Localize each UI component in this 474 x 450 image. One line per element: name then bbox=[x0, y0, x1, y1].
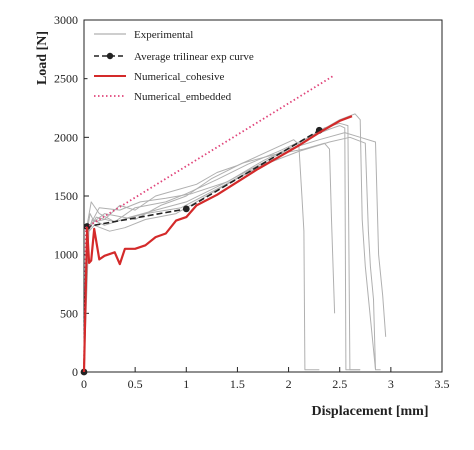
y-tick-label: 2000 bbox=[54, 130, 78, 144]
y-tick-label: 1000 bbox=[54, 248, 78, 262]
y-tick-label: 2500 bbox=[54, 72, 78, 86]
x-tick-label: 0.5 bbox=[128, 377, 143, 391]
x-tick-label: 1.5 bbox=[230, 377, 245, 391]
average-trilinear-series bbox=[80, 126, 323, 376]
y-axis-label: Load [N] bbox=[35, 31, 50, 85]
x-tick-label: 2 bbox=[286, 377, 292, 391]
x-tick-label: 3 bbox=[388, 377, 394, 391]
y-tick-label: 1500 bbox=[54, 189, 78, 203]
x-tick-label: 0 bbox=[81, 377, 87, 391]
y-tick-label: 0 bbox=[72, 365, 78, 379]
experimental-curve bbox=[83, 132, 387, 373]
y-tick-label: 500 bbox=[60, 306, 78, 320]
x-axis-label: Displacement [mm] bbox=[311, 404, 428, 419]
x-tick-label: 3.5 bbox=[435, 377, 450, 391]
legend-box bbox=[87, 23, 269, 107]
y-tick-label: 3000 bbox=[54, 13, 78, 27]
numerical-cohesive-series bbox=[82, 115, 353, 373]
legend-label-cohesive: Numerical_cohesive bbox=[134, 71, 225, 83]
experimental-curve bbox=[83, 125, 361, 373]
average-trilinear-point bbox=[182, 205, 190, 213]
average-trilinear-line bbox=[83, 129, 320, 373]
x-tick-label: 2.5 bbox=[332, 377, 347, 391]
average-trilinear-point bbox=[83, 223, 91, 230]
x-tick-label: 1 bbox=[183, 377, 189, 391]
legend-label-embedded: Numerical_embedded bbox=[134, 91, 232, 103]
legend: Experimental Average trilinear exp curve… bbox=[87, 23, 269, 107]
numerical-embedded-series bbox=[83, 74, 336, 373]
experimental-curve bbox=[83, 142, 336, 373]
experimental-curve bbox=[83, 139, 320, 373]
legend-marker-average bbox=[106, 52, 114, 60]
axis-ticks: 0 0.5 1 1.5 2 2.5 3 3.5 0 500 1000 1500 2000 2500 3000 bbox=[54, 13, 450, 391]
numerical-cohesive-line bbox=[82, 115, 353, 373]
legend-label-average: Average trilinear exp curve bbox=[134, 51, 254, 63]
legend-label-experimental: Experimental bbox=[134, 29, 193, 41]
experimental-curve bbox=[83, 122, 361, 373]
experimental-series bbox=[83, 113, 387, 373]
numerical-embedded-line bbox=[83, 74, 336, 373]
